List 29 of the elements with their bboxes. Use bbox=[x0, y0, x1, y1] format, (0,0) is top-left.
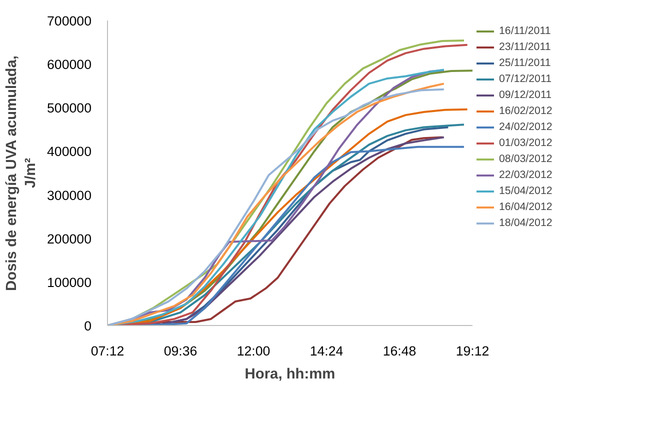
x-tick-label: 09:36 bbox=[164, 344, 198, 358]
legend-label: 15/04/2012 bbox=[499, 184, 552, 198]
y-tick-label: 200000 bbox=[47, 231, 92, 246]
y-tick-label: 300000 bbox=[47, 188, 92, 203]
y-axis-title: Dosis de energía UVA acumulada, J/m² bbox=[4, 56, 40, 291]
legend-label: 23/11/2011 bbox=[499, 40, 551, 54]
y-tick-label: 500000 bbox=[47, 100, 92, 116]
x-axis-title: Hora, hh:mm bbox=[244, 366, 336, 382]
legend-label: 08/03/2012 bbox=[499, 152, 552, 166]
legend-label: 25/11/2011 bbox=[499, 56, 551, 70]
x-tick-label: 16:48 bbox=[382, 344, 416, 358]
x-tick-label: 12:00 bbox=[236, 344, 270, 358]
y-tick-label: 700000 bbox=[47, 14, 92, 28]
legend-label: 16/04/2012 bbox=[499, 200, 552, 214]
legend-label: 09/12/2011 bbox=[499, 88, 552, 102]
legend-label: 16/02/2012 bbox=[499, 104, 552, 118]
legend-label: 07/12/2011 bbox=[499, 72, 552, 86]
legend-label: 16/11/2011 bbox=[499, 24, 551, 38]
x-tick-label: 19:12 bbox=[456, 344, 490, 358]
legend-label: 24/02/2012 bbox=[499, 120, 552, 134]
y-tick-label: 600000 bbox=[47, 57, 92, 72]
legend-label: 18/04/2012 bbox=[499, 216, 552, 230]
legend-label: 01/03/2012 bbox=[499, 136, 552, 150]
x-tick-label: 07:12 bbox=[90, 344, 124, 358]
y-tick-label: 100000 bbox=[47, 274, 92, 290]
y-tick-label: 400000 bbox=[47, 144, 92, 160]
x-tick-label: 14:24 bbox=[310, 344, 344, 358]
legend-label: 22/03/2012 bbox=[499, 168, 552, 182]
y-tick-label: 0 bbox=[84, 318, 92, 334]
